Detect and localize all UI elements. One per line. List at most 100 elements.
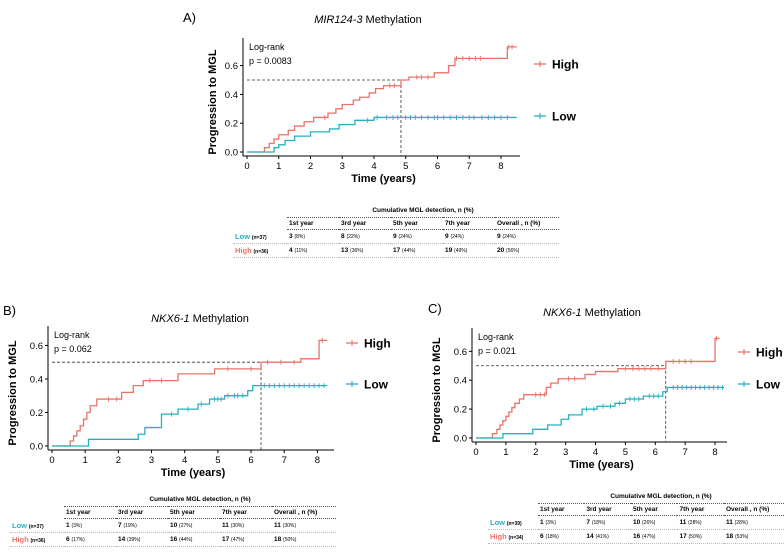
table-header: 5th year [168,506,220,519]
table-cell: 14 (39%) [116,532,168,547]
y-tick-label: 0.0 [30,442,43,453]
table-cell: 1 (3%) [64,518,116,533]
x-tick-label: 1 [276,161,281,172]
table-cell: 9 (24%) [495,229,559,244]
logrank-pvalue: p = 0.062 [54,344,92,354]
table-caption: Cumulative MGL detection, n (%) [372,207,474,214]
table-row: High (n=36) 4 (11%) 13 (36%) 17 (44%) 19 (49… [233,243,559,258]
cell-percent: (18%) [591,519,606,526]
cell-count: 11 [274,521,281,529]
km-curve-high [52,339,328,447]
table-cell: 16 (44%) [168,532,220,547]
table-header: 7th year [443,217,495,230]
cell-percent: (47%) [642,533,656,540]
chart-title-suffix: Methylation [582,307,641,319]
legend-label-high: High [552,58,579,72]
table-cell: 11 (30%) [272,518,336,533]
table-header: Overall , n (%) [495,217,559,230]
mgl-detection-table: Cumulative MGL detection, n (%) 1st year 3… [233,207,559,258]
cell-count: 11 [725,518,733,526]
cell-count: 10 [632,518,641,526]
chart-title-gene: NKX6-1 [151,313,190,325]
y-tick-label: 0.4 [454,376,467,387]
cell-count: 18 [274,535,282,543]
km-curve-low [247,116,517,153]
cell-count: 16 [632,532,641,540]
cell-count: 8 [341,232,345,240]
cell-percent: (44%) [179,536,193,543]
group-label: Low [490,517,505,527]
row-group: High (n=36) [10,532,64,547]
cell-count: 9 [393,232,397,240]
table-header: 1st year [287,217,339,230]
table-cell: 6 (17%) [64,532,116,547]
cell-count: 11 [222,521,229,529]
x-tick-label: 5 [215,455,220,466]
y-tick-label: 0.6 [454,347,467,358]
y-tick-label: 0.6 [225,61,238,72]
x-tick-label: 3 [149,455,154,466]
y-tick-label: 0.0 [454,434,467,445]
x-tick-label: 2 [116,455,121,466]
cell-percent: (44%) [402,247,416,254]
group-size: (n=37) [251,234,267,241]
chart-title-gene: MIR124-3 [314,14,363,26]
x-tick-label: 7 [467,161,472,172]
x-tick-label: 0 [473,447,478,458]
table-cell: 8 (22%) [339,229,391,244]
panel-label: B) [3,303,16,318]
cell-count: 19 [445,246,453,254]
table-cell: 17 (47%) [220,532,272,547]
cell-percent: (17%) [71,536,85,543]
x-tick-label: 4 [182,455,187,466]
cell-percent: (41%) [595,533,609,540]
table-cell: 11 (28%) [723,515,784,530]
logrank-label: Log-rank [478,332,514,342]
cell-count: 6 [66,535,70,543]
row-group: High (n=36) [233,243,287,258]
table-cell: 11 (30%) [220,518,272,533]
table-caption: Cumulative MGL detection, n (%) [149,496,251,503]
cell-percent: (22%) [346,233,360,240]
cell-percent: (50%) [283,536,297,543]
cell-percent: (39%) [127,536,141,543]
cell-percent: (36%) [350,247,364,254]
cell-count: 9 [445,232,449,240]
cell-count: 17 [679,532,687,540]
cell-percent: (3%) [71,522,82,529]
cell-count: 14 [586,532,594,540]
table-cell: 10 (27%) [168,518,220,533]
cell-count: 1 [540,518,544,526]
x-tick-label: 6 [435,161,440,172]
table-row: High (n=36) 6 (17%) 14 (39%) 16 (44%) 17 (47… [10,532,336,547]
panel-label: C) [428,301,442,316]
cell-percent: (8%) [294,233,305,240]
x-tick-label: 4 [593,447,598,458]
cell-percent: (24%) [398,233,412,240]
panel-label: A) [183,10,196,25]
x-tick-label: 6 [248,455,253,466]
chart-title-suffix: Methylation [362,14,421,26]
y-axis-label: Progression to MGL [207,49,219,154]
cell-count: 20 [497,246,505,254]
table-cell: 4 (11%) [287,243,339,258]
cell-percent: (53%) [734,533,749,540]
table-caption: Cumulative MGL detection, n (%) [610,493,712,500]
cell-percent: (19%) [123,522,137,529]
chart-title: NKX6-1 Methylation [543,307,641,319]
y-tick-label: 0.2 [225,119,238,130]
table-cell: 11 (28%) [677,515,724,530]
x-tick-label: 5 [403,161,408,172]
group-label: High [490,531,507,541]
x-axis-label: Time (years) [161,467,226,479]
logrank-pvalue: p = 0.021 [478,346,516,356]
x-tick-label: 1 [503,447,508,458]
table-header: 1st year [538,503,585,516]
cell-count: 6 [540,532,544,540]
table-header: 5th year [630,503,678,516]
x-axis-label: Time (years) [569,459,634,471]
table-cell: 16 (47%) [630,529,678,544]
cell-count: 14 [118,535,126,543]
mgl-detection-table: Cumulative MGL detection, n (%) 1st year 3… [10,496,336,547]
